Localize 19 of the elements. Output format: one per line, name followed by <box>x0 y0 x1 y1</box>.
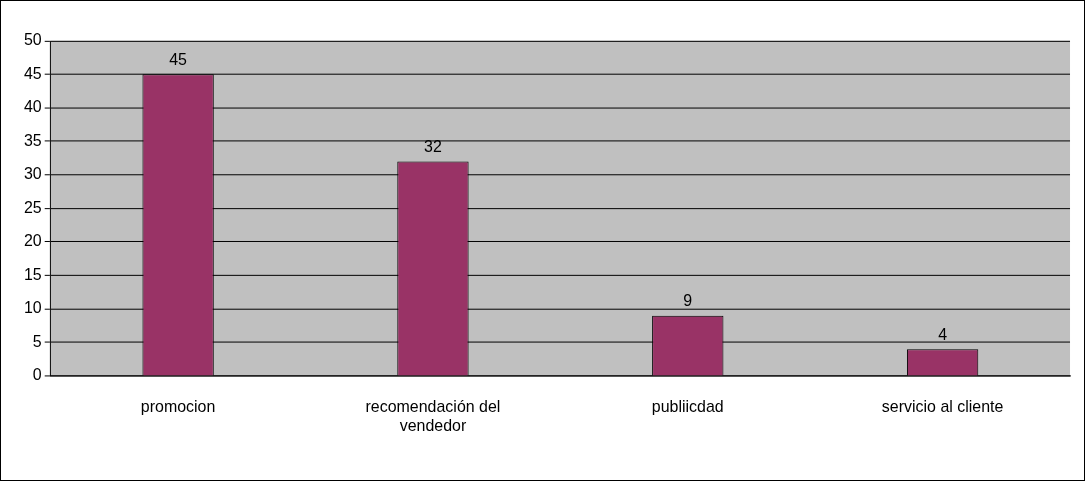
y-tick-label: 50 <box>23 31 42 49</box>
y-tick-label: 15 <box>23 265 42 283</box>
y-tick-label: 20 <box>23 232 42 250</box>
y-tick-label: 10 <box>23 299 42 317</box>
x-tick-label: publiicdad <box>651 397 724 415</box>
data-label: 45 <box>169 50 188 68</box>
data-label: 32 <box>424 137 442 155</box>
y-tick-label: 0 <box>32 366 42 384</box>
x-tick-label: servicio al cliente <box>881 397 1004 415</box>
y-tick-label: 35 <box>23 131 42 149</box>
x-tick-label: promocion <box>140 397 216 415</box>
y-tick-label: 5 <box>32 332 42 350</box>
y-tick-label: 45 <box>23 64 42 82</box>
y-tick-label: 30 <box>23 165 42 183</box>
y-tick-label: 40 <box>23 98 42 116</box>
data-label: 4 <box>938 325 948 343</box>
data-label: 9 <box>683 292 693 310</box>
y-tick-label: 25 <box>23 198 42 216</box>
x-tick-label: recomendación del vendedor <box>365 397 501 435</box>
